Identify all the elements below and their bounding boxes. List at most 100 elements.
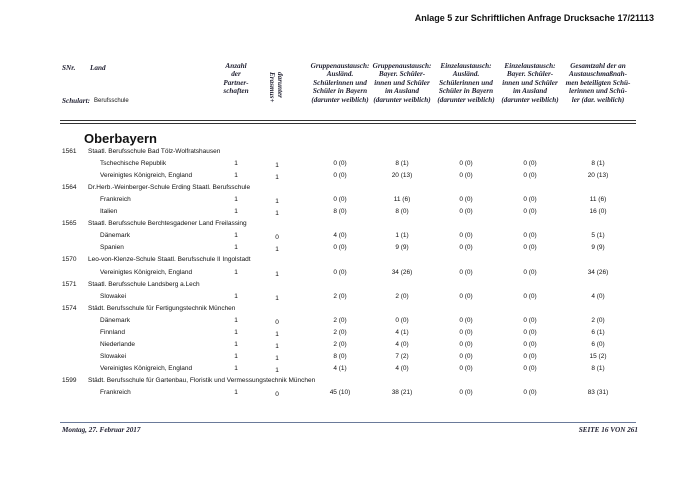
count: 0 (0): [395, 316, 409, 324]
erasmus: 0: [275, 391, 279, 398]
count: 6 (0): [591, 340, 605, 348]
school-name: Staatl. Berufsschule Bad Tölz-Wolfratsha…: [88, 148, 221, 155]
rule: [60, 422, 636, 423]
header-exchange: (darunter weiblich): [437, 95, 495, 104]
footer-page: SEITE 16 VON 261: [578, 426, 638, 434]
header-exchange: im Ausland: [385, 87, 419, 96]
count: 0 (0): [523, 340, 537, 348]
erasmus: 1: [275, 366, 279, 374]
header-exchange: men beteiligten Schü-: [565, 78, 631, 87]
count: 0 (0): [523, 316, 537, 324]
partners: 1: [234, 316, 238, 324]
count: 0 (0): [333, 160, 347, 168]
count: 0 (0): [459, 244, 473, 252]
partners: 1: [234, 340, 238, 348]
partners: 1: [234, 208, 238, 216]
count: 0 (0): [459, 268, 473, 276]
header-exchange: ler (dar. weiblich): [571, 95, 625, 104]
country: Italien: [100, 208, 118, 216]
count: 8 (1): [395, 160, 409, 168]
header-exchange: (darunter weiblich): [501, 95, 559, 104]
count: 11 (6): [589, 196, 607, 204]
count: 0 (0): [459, 316, 473, 324]
country: Frankreich: [100, 389, 131, 396]
erasmus: 1: [275, 174, 279, 182]
erasmus: 1: [275, 330, 279, 338]
doc-title: Anlage 5 zur Schriftlichen Anfrage Druck…: [414, 13, 654, 23]
school-number: 1561: [62, 148, 77, 155]
count: 0 (0): [523, 196, 537, 204]
count: 4 (0): [395, 364, 409, 372]
header-schulart: Berufsschule: [94, 98, 129, 104]
school-number: 1571: [62, 280, 77, 288]
partners: 1: [234, 244, 238, 252]
count: 0 (0): [333, 268, 347, 276]
count: 45 (10): [329, 389, 351, 396]
count: 2 (0): [333, 328, 347, 336]
partners: 1: [234, 389, 238, 396]
partners: 1: [234, 328, 238, 336]
header-exchange: Schüler in Bayern: [438, 87, 494, 96]
erasmus: 0: [275, 234, 279, 242]
partners: 1: [234, 364, 238, 372]
header-exchange: Ausländ.: [326, 70, 354, 79]
partners: 1: [234, 172, 238, 180]
count: 0 (0): [459, 352, 473, 360]
count: 0 (0): [459, 196, 473, 204]
count: 0 (0): [523, 328, 537, 336]
erasmus: 1: [275, 162, 279, 170]
school-name: Staatl. Berufsschule Berchtesgadener Lan…: [88, 220, 247, 228]
erasmus: 1: [275, 294, 279, 302]
count: 34 (26): [587, 268, 609, 276]
header-exchange: innen und Schüler: [374, 78, 430, 87]
header-exchange: Gruppenaustausch:: [310, 62, 370, 70]
school-number: 1599: [62, 376, 77, 384]
count: 5 (1): [591, 232, 605, 240]
count: 0 (0): [523, 208, 537, 216]
header-exchange: Einzelaustausch:: [504, 62, 556, 70]
partners: 1: [234, 196, 238, 204]
count: 6 (1): [591, 328, 605, 336]
count: 8 (0): [333, 208, 347, 216]
header-erasmus: darunter: [276, 72, 284, 98]
count: 0 (0): [523, 352, 537, 360]
count: 4 (1): [333, 364, 347, 372]
count: 2 (0): [333, 340, 347, 348]
partners: 1: [234, 160, 238, 168]
country: Vereinigtes Königreich, England: [100, 172, 193, 180]
count: 2 (0): [591, 316, 605, 324]
school-number: 1565: [62, 220, 77, 228]
school-name: Staatl. Berufsschule Landsberg a.Lech: [88, 280, 200, 288]
count: 0 (0): [523, 389, 537, 396]
country: Dänemark: [100, 316, 130, 324]
count: 9 (9): [591, 244, 605, 252]
erasmus: 1: [275, 342, 279, 350]
country: Slowakei: [100, 292, 127, 300]
count: 0 (0): [459, 232, 473, 240]
header-exchange: (darunter weiblich): [373, 95, 431, 104]
region: Oberbayern: [84, 131, 157, 146]
count: 1 (1): [395, 232, 409, 240]
count: 0 (0): [523, 172, 537, 180]
header-exchange: im Ausland: [513, 87, 547, 96]
count: 11 (6): [393, 196, 411, 204]
count: 8 (0): [395, 208, 409, 216]
count: 0 (0): [523, 232, 537, 240]
count: 0 (0): [459, 172, 473, 180]
count: 0 (0): [459, 389, 473, 396]
country: Slowakei: [100, 352, 127, 360]
count: 9 (9): [395, 244, 409, 252]
count: 0 (0): [523, 160, 537, 168]
count: 0 (0): [459, 328, 473, 336]
count: 16 (0): [589, 208, 607, 216]
count: 0 (0): [459, 340, 473, 348]
header-exchange: Bayer. Schüler-: [378, 70, 426, 79]
partners: 1: [234, 268, 238, 276]
count: 0 (0): [523, 268, 537, 276]
header-exchange: (darunter weiblich): [311, 95, 369, 104]
count: 8 (0): [333, 352, 347, 360]
count: 20 (13): [391, 172, 413, 180]
partners: 1: [234, 352, 238, 360]
rule: [60, 120, 636, 121]
